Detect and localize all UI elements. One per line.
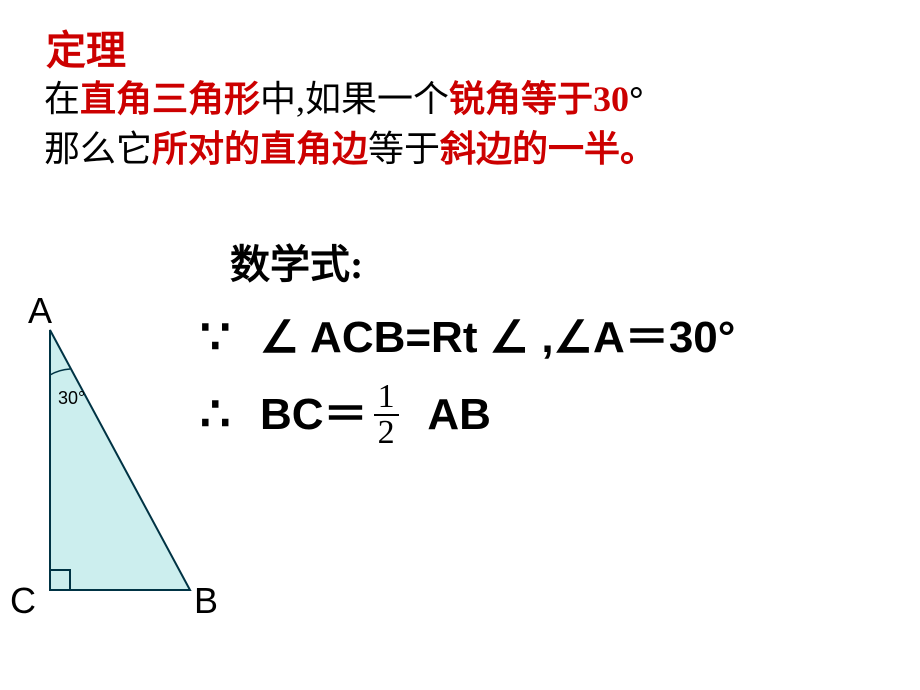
text-emph: 锐角等于30 <box>449 79 629 119</box>
fraction-half: 1 2 <box>374 380 399 450</box>
theorem-title: 定理 <box>46 18 126 76</box>
vertex-b-label: B <box>194 580 218 622</box>
triangle-shape <box>50 330 190 590</box>
math-text-right: AB <box>405 380 491 450</box>
vertex-c-label: C <box>10 580 36 622</box>
text-emph: 所对的直角边 <box>152 129 368 169</box>
text-plain: 中,如果一个 <box>260 79 449 119</box>
text-plain: 等于 <box>368 129 440 169</box>
triangle-svg: 30° <box>10 290 230 630</box>
math-line-2: ∴ BC＝ 1 2 AB <box>200 377 735 454</box>
text-emph: 直角三角形 <box>80 79 260 119</box>
vertex-a-label: A <box>28 290 52 332</box>
theorem-line-1: 在直角三角形中,如果一个锐角等于30° <box>44 74 656 124</box>
text-emph: 斜边的一半。 <box>440 129 656 169</box>
triangle-diagram: 30° A B C <box>10 290 230 660</box>
theorem-text: 在直角三角形中,如果一个锐角等于30° 那么它所对的直角边等于斜边的一半。 <box>44 74 656 175</box>
math-line-1: ∵ ∠ ACB=Rt ∠ ,∠A＝30° <box>200 300 735 377</box>
fraction-numerator: 1 <box>374 380 399 416</box>
text-plain: 在 <box>44 79 80 119</box>
text-plain: 那么它 <box>44 129 152 169</box>
math-text-left: BC＝ <box>260 380 368 450</box>
theorem-line-2: 那么它所对的直角边等于斜边的一半。 <box>44 124 656 174</box>
math-text: ∠ ACB=Rt ∠ ,∠A＝30° <box>260 303 735 373</box>
math-expression: ∵ ∠ ACB=Rt ∠ ,∠A＝30° ∴ BC＝ 1 2 AB <box>200 300 735 454</box>
math-expression-label: 数学式: <box>230 232 363 290</box>
fraction-denominator: 2 <box>374 416 399 450</box>
degree-symbol: ° <box>629 79 643 119</box>
angle-30-label: 30° <box>58 388 85 408</box>
